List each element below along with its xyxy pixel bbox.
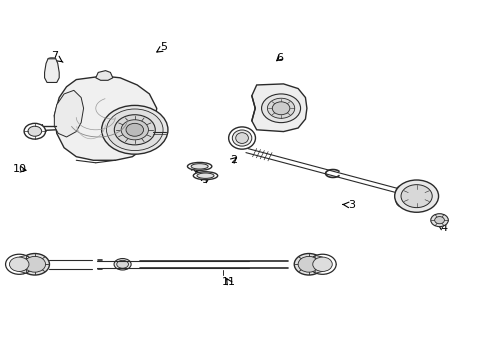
Ellipse shape <box>394 186 403 206</box>
Polygon shape <box>315 270 322 273</box>
Ellipse shape <box>235 133 248 143</box>
Ellipse shape <box>187 162 211 170</box>
Ellipse shape <box>114 258 131 270</box>
Circle shape <box>261 94 300 123</box>
Circle shape <box>102 105 167 154</box>
Circle shape <box>24 256 45 272</box>
Circle shape <box>126 123 143 136</box>
Ellipse shape <box>197 173 214 179</box>
Ellipse shape <box>404 188 413 204</box>
Ellipse shape <box>232 130 251 146</box>
Ellipse shape <box>193 172 217 180</box>
Polygon shape <box>54 90 83 137</box>
Circle shape <box>121 120 148 140</box>
Polygon shape <box>315 255 322 259</box>
Text: 11: 11 <box>222 277 235 287</box>
Polygon shape <box>19 255 26 259</box>
Circle shape <box>394 180 438 212</box>
Text: 3: 3 <box>342 200 355 210</box>
Ellipse shape <box>414 186 423 206</box>
Text: 2: 2 <box>229 155 236 165</box>
Circle shape <box>28 126 41 136</box>
Ellipse shape <box>191 164 208 169</box>
Text: 4: 4 <box>437 224 447 233</box>
Circle shape <box>434 217 444 224</box>
Polygon shape <box>96 71 113 80</box>
Text: 7: 7 <box>51 51 63 62</box>
Circle shape <box>430 214 447 226</box>
Text: 9: 9 <box>201 175 208 185</box>
Circle shape <box>400 185 431 208</box>
Circle shape <box>267 98 294 118</box>
Circle shape <box>308 254 335 274</box>
Text: 1: 1 <box>415 197 427 208</box>
Ellipse shape <box>48 58 56 60</box>
Circle shape <box>294 253 323 275</box>
Circle shape <box>272 102 289 115</box>
Text: 8: 8 <box>191 164 199 174</box>
Polygon shape <box>251 84 306 132</box>
Circle shape <box>24 123 45 139</box>
Circle shape <box>114 115 155 145</box>
Circle shape <box>9 257 29 271</box>
Circle shape <box>298 256 319 272</box>
Circle shape <box>312 257 331 271</box>
Polygon shape <box>19 270 26 273</box>
Ellipse shape <box>228 127 255 149</box>
Polygon shape <box>44 59 59 82</box>
Circle shape <box>106 109 163 150</box>
Ellipse shape <box>117 260 128 268</box>
Polygon shape <box>54 76 157 160</box>
Text: 5: 5 <box>157 42 167 52</box>
Text: 10: 10 <box>13 164 27 174</box>
Circle shape <box>20 253 49 275</box>
Circle shape <box>5 254 33 274</box>
Text: 6: 6 <box>276 53 283 63</box>
